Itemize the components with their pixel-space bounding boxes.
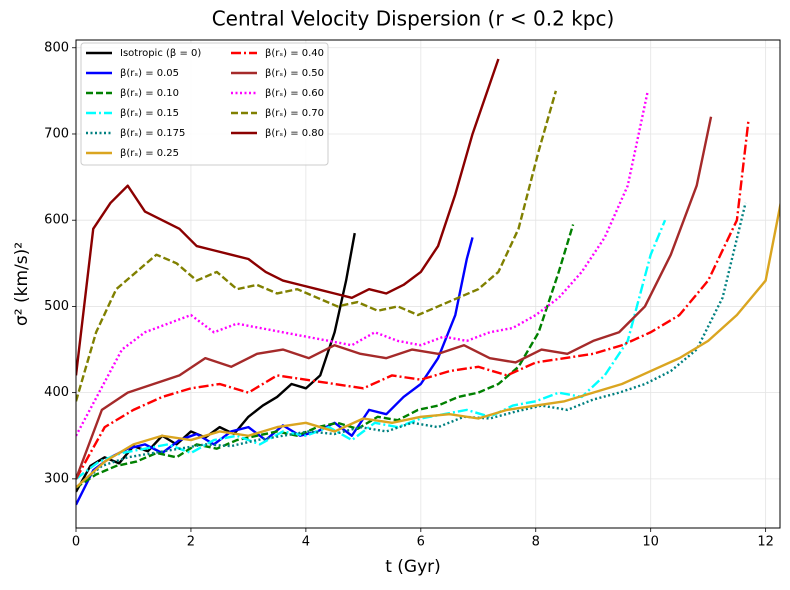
legend-label: β(rₛ) = 0.40 <box>265 48 324 59</box>
legend-label: β(rₛ) = 0.80 <box>265 128 324 139</box>
legend-label: β(rₛ) = 0.25 <box>120 148 179 159</box>
legend-label: Isotropic (β = 0) <box>120 48 201 59</box>
legend-label: β(rₛ) = 0.15 <box>120 108 179 119</box>
y-tick-label: 500 <box>44 299 69 314</box>
x-tick-label: 6 <box>417 535 425 550</box>
legend-box <box>80 42 329 166</box>
y-tick-label: 600 <box>44 213 69 228</box>
y-tick-label: 400 <box>44 385 69 400</box>
series-line <box>76 232 356 493</box>
chart-title: Central Velocity Dispersion (r < 0.2 kpc… <box>212 7 615 31</box>
legend-label: β(rₛ) = 0.50 <box>265 68 324 79</box>
x-axis-label: t (Gyr) <box>385 557 441 577</box>
series-line <box>76 224 575 489</box>
legend: Isotropic (β = 0) β(rₛ) = 0.05 β(rₛ) = 0.1… <box>80 42 329 166</box>
y-axis-label: σ² (km/s)² <box>12 242 32 326</box>
series-line <box>76 116 713 480</box>
legend-label: β(rₛ) = 0.70 <box>265 108 324 119</box>
series-line <box>76 202 747 489</box>
series-line <box>76 90 558 402</box>
legend-label: β(rₛ) = 0.175 <box>120 128 185 139</box>
y-tick-label: 300 <box>44 471 69 486</box>
x-tick-label: 0 <box>72 535 80 550</box>
legend-label: β(rₛ) = 0.60 <box>265 88 324 99</box>
series-line <box>76 219 667 480</box>
x-tick-label: 12 <box>757 535 774 550</box>
plot-lines <box>76 58 780 506</box>
legend-label: β(rₛ) = 0.10 <box>120 88 179 99</box>
x-tick-label: 10 <box>642 535 659 550</box>
x-tick-label: 8 <box>532 535 540 550</box>
y-tick-label: 700 <box>44 126 69 141</box>
plot-frame <box>75 39 781 529</box>
legend-label: β(rₛ) = 0.05 <box>120 68 179 79</box>
x-tick-label: 4 <box>302 535 310 550</box>
y-tick-label: 800 <box>44 40 69 55</box>
x-tick-label: 2 <box>187 535 195 550</box>
series-line <box>76 120 750 480</box>
series-line <box>76 58 500 376</box>
series-line <box>76 200 780 489</box>
